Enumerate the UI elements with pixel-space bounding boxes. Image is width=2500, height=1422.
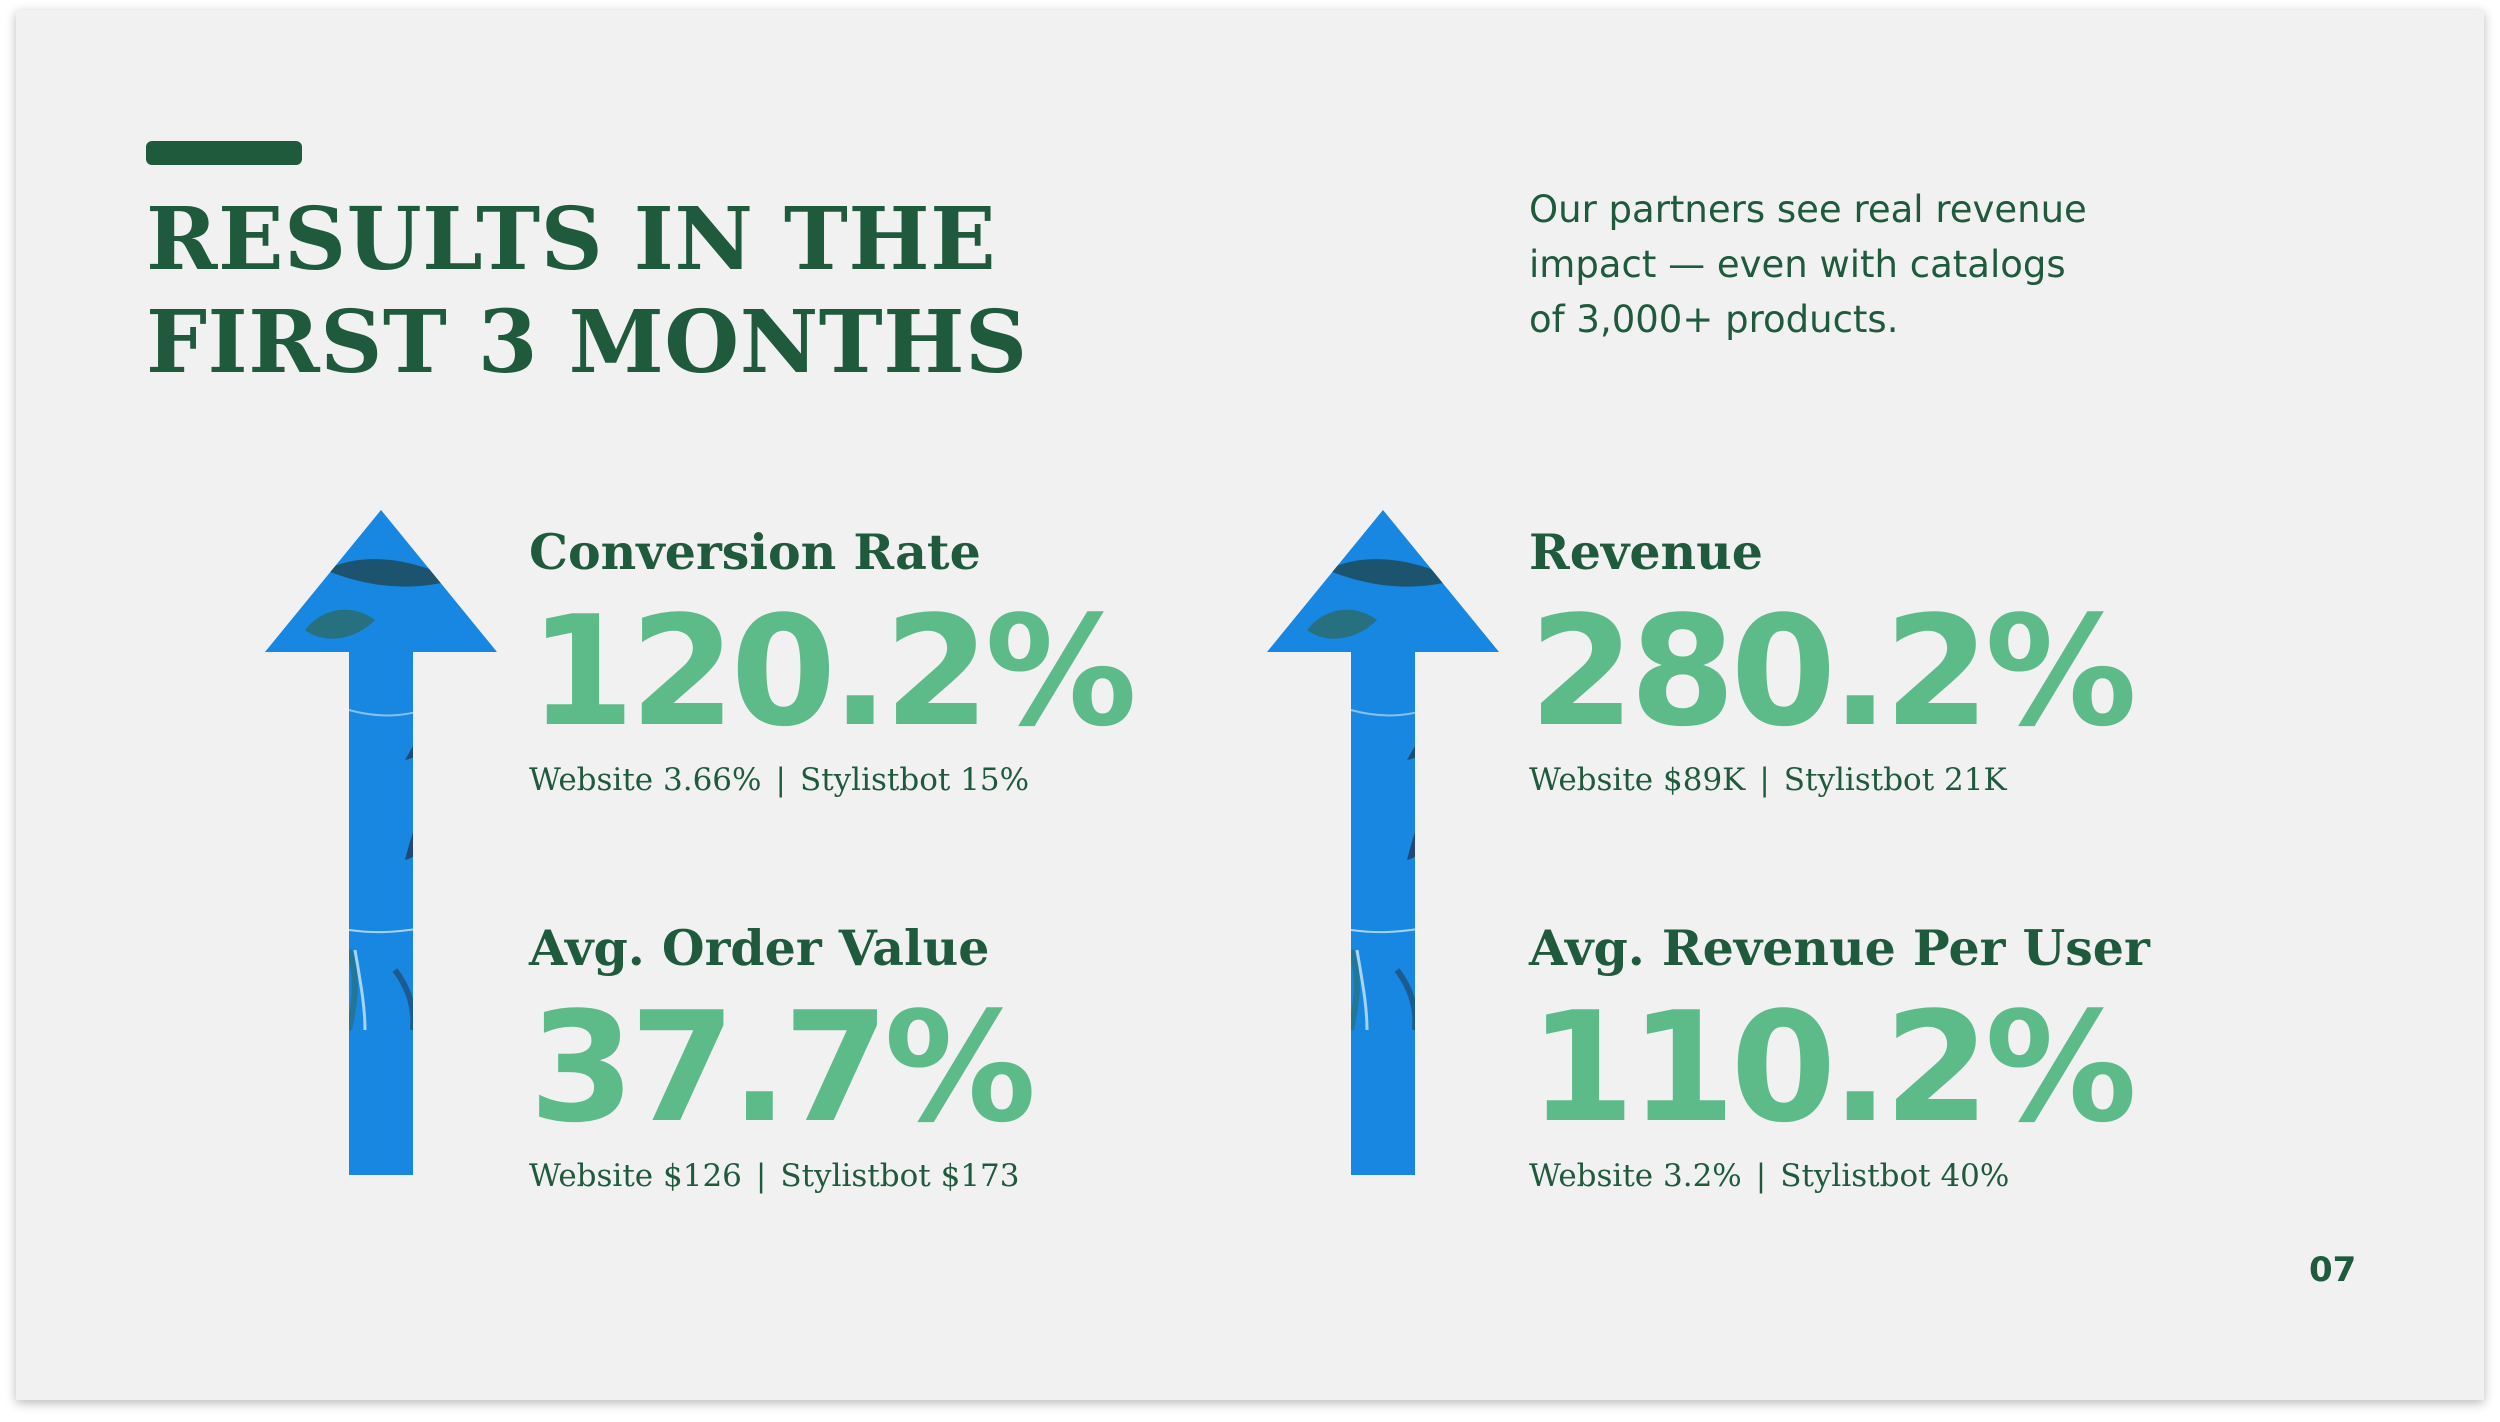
metric-revenue: Revenue 280.2% Website $89K | Stylistbot 2… [1529,522,2429,800]
up-arrow-icon [1267,510,1499,1175]
metric-avg-revenue-per-user: Avg. Revenue Per User 110.2% Website 3.2… [1529,918,2429,1196]
detail-stylistbot: Stylistbot 21K [1783,762,2007,798]
title-line-2: FIRST 3 MONTHS [146,292,1028,393]
page-number: 07 [2309,1250,2357,1290]
metric-conversion-rate: Conversion Rate 120.2% Website 3.66% | Sty… [529,522,1429,800]
detail-stylistbot: Stylistbot 15% [799,762,1030,798]
page-title: RESULTS IN THE FIRST 3 MONTHS [146,188,1028,394]
detail-separator: | [1755,1158,1767,1194]
metric-avg-order-value: Avg. Order Value 37.7% Website $126 | Styl… [529,918,1429,1196]
detail-website: Website $89K [1529,762,1746,798]
title-line-1: RESULTS IN THE [146,189,997,290]
detail-stylistbot: Stylistbot 40% [1780,1158,2010,1194]
metric-value: 37.7% [529,979,1036,1156]
accent-bar [146,141,302,165]
metric-detail: Website 3.2% | Stylistbot 40% [1529,1156,2429,1196]
up-arrow-icon [265,510,497,1175]
metric-value: 280.2% [1529,583,2137,760]
metric-label: Avg. Order Value [529,919,990,977]
detail-website: Website 3.66% [529,762,762,798]
intro-line-3: of 3,000+ products. [1529,298,1899,341]
detail-stylistbot: Stylistbot $173 [780,1158,1020,1194]
metric-label: Conversion Rate [529,523,981,581]
detail-separator: | [775,762,786,798]
metric-detail: Website $126 | Stylistbot $173 [529,1156,1429,1196]
intro-line-1: Our partners see real revenue [1529,188,2087,231]
metric-label: Revenue [1529,523,1763,581]
metric-detail: Website $89K | Stylistbot 21K [1529,760,2429,800]
detail-website: Website $126 [529,1158,742,1194]
slide: RESULTS IN THE FIRST 3 MONTHS Our partne… [16,10,2484,1400]
intro-text: Our partners see real revenue impact — e… [1529,182,2149,347]
metric-value: 110.2% [1529,979,2137,1156]
intro-line-2: impact — even with catalogs [1529,243,2066,286]
detail-website: Website 3.2% [1529,1158,1742,1194]
detail-separator: | [755,1158,767,1194]
metric-label: Avg. Revenue Per User [1529,919,2150,977]
detail-separator: | [1759,762,1770,798]
metric-detail: Website 3.66% | Stylistbot 15% [529,760,1429,800]
metric-value: 120.2% [529,583,1137,760]
